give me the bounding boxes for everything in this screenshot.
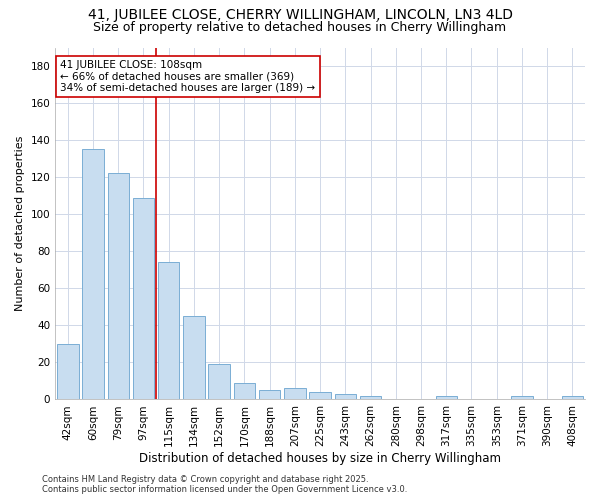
- Text: Size of property relative to detached houses in Cherry Willingham: Size of property relative to detached ho…: [94, 21, 506, 34]
- Bar: [208, 364, 230, 400]
- Bar: [82, 150, 104, 400]
- Bar: [233, 383, 255, 400]
- Bar: [284, 388, 305, 400]
- X-axis label: Distribution of detached houses by size in Cherry Willingham: Distribution of detached houses by size …: [139, 452, 501, 465]
- Bar: [107, 174, 129, 400]
- Bar: [436, 396, 457, 400]
- Text: 41, JUBILEE CLOSE, CHERRY WILLINGHAM, LINCOLN, LN3 4LD: 41, JUBILEE CLOSE, CHERRY WILLINGHAM, LI…: [88, 8, 512, 22]
- Bar: [133, 198, 154, 400]
- Bar: [360, 396, 381, 400]
- Bar: [158, 262, 179, 400]
- Bar: [310, 392, 331, 400]
- Bar: [57, 344, 79, 400]
- Y-axis label: Number of detached properties: Number of detached properties: [15, 136, 25, 311]
- Bar: [259, 390, 280, 400]
- Bar: [511, 396, 533, 400]
- Bar: [562, 396, 583, 400]
- Bar: [183, 316, 205, 400]
- Bar: [335, 394, 356, 400]
- Text: 41 JUBILEE CLOSE: 108sqm
← 66% of detached houses are smaller (369)
34% of semi-: 41 JUBILEE CLOSE: 108sqm ← 66% of detach…: [61, 60, 316, 93]
- Text: Contains HM Land Registry data © Crown copyright and database right 2025.
Contai: Contains HM Land Registry data © Crown c…: [42, 474, 407, 494]
